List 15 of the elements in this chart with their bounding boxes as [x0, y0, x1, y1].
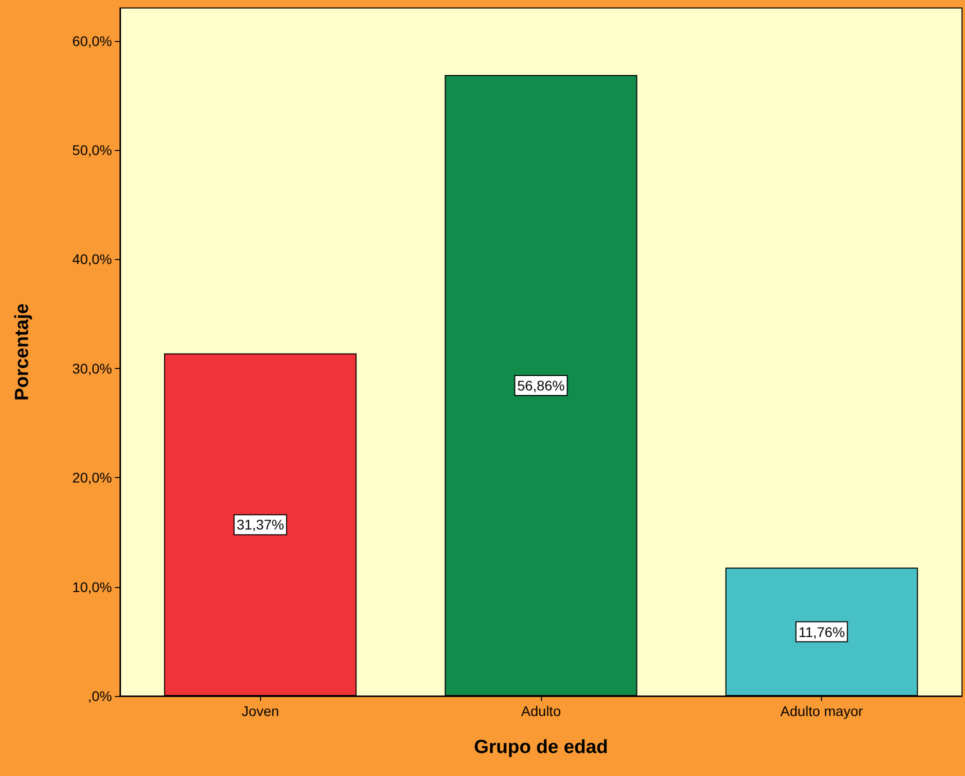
- y-tick-label: 10,0%: [72, 578, 112, 595]
- x-axis-title: Grupo de edad: [474, 737, 608, 758]
- x-tick-label: Joven: [242, 703, 280, 719]
- y-tick-label: 50,0%: [72, 142, 112, 158]
- data-label: 31,37%: [236, 516, 284, 533]
- y-tick-label: 40,0%: [72, 251, 112, 268]
- y-tick-label: 20,0%: [72, 470, 112, 486]
- x-tick-label: Adulto: [521, 703, 562, 719]
- y-tick-label: ,0%: [88, 688, 112, 704]
- x-tick-label: Adulto mayor: [780, 703, 864, 719]
- y-tick-label: 60,0%: [72, 32, 112, 49]
- data-label: 56,86%: [517, 378, 565, 394]
- y-axis-title: Porcentaje: [12, 303, 33, 401]
- data-label: 11,76%: [798, 624, 845, 640]
- y-tick-label: 30,0%: [72, 360, 112, 376]
